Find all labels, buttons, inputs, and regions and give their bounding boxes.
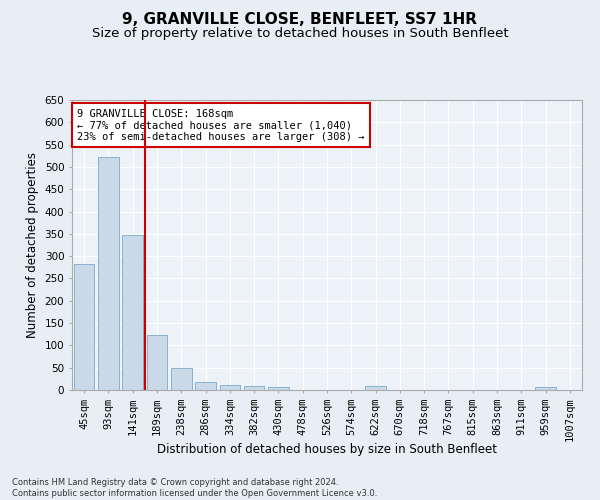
Y-axis label: Number of detached properties: Number of detached properties [26, 152, 39, 338]
Bar [171, 368, 191, 390]
Bar [146, 335, 167, 390]
Text: Contains HM Land Registry data © Crown copyright and database right 2024.
Contai: Contains HM Land Registry data © Crown c… [12, 478, 377, 498]
Bar [122, 234, 143, 390]
Bar [365, 386, 386, 390]
Text: 9, GRANVILLE CLOSE, BENFLEET, SS7 1HR: 9, GRANVILLE CLOSE, BENFLEET, SS7 1HR [122, 12, 478, 28]
Bar [74, 264, 94, 390]
Bar [535, 387, 556, 390]
Bar [195, 382, 216, 390]
Bar [244, 386, 265, 390]
Text: Distribution of detached houses by size in South Benfleet: Distribution of detached houses by size … [157, 442, 497, 456]
Bar [268, 387, 289, 390]
Bar [98, 157, 119, 390]
Bar [220, 385, 240, 390]
Text: 9 GRANVILLE CLOSE: 168sqm
← 77% of detached houses are smaller (1,040)
23% of se: 9 GRANVILLE CLOSE: 168sqm ← 77% of detac… [77, 108, 365, 142]
Text: Size of property relative to detached houses in South Benfleet: Size of property relative to detached ho… [92, 28, 508, 40]
